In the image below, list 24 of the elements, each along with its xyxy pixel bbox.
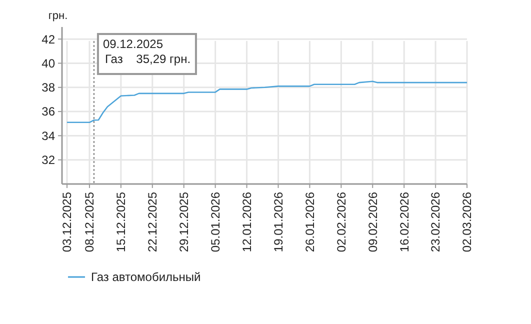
x-tick-label: 26.01.2026: [302, 192, 317, 252]
x-tick-label: 15.12.2025: [114, 192, 128, 252]
x-tick-label: 03.12.2025: [60, 192, 74, 252]
x-tick-label: 05.01.2026: [208, 192, 223, 252]
x-tick-label: 02.03.2026: [460, 192, 474, 252]
x-tick-label: 22.12.2025: [146, 192, 160, 252]
y-tick-label: 36: [42, 104, 56, 119]
x-tick-label: 29.12.2025: [177, 192, 192, 252]
y-tick-label: 42: [42, 32, 56, 46]
x-tick-label: 08.12.2025: [82, 192, 97, 252]
x-tick-label: 02.02.2026: [334, 192, 348, 252]
y-tick-label: 40: [42, 56, 56, 70]
x-tick-label: 23.02.2026: [428, 192, 443, 252]
x-tick-label: 19.01.2026: [271, 192, 286, 252]
y-axis-title: грн.: [48, 10, 68, 22]
annotation: 09.12.2025 Газ 35,29 грн.: [102, 37, 191, 66]
y-tick-label: 38: [42, 80, 56, 95]
x-tick-label: 09.02.2026: [366, 192, 380, 252]
y-tick-label: 32: [42, 153, 56, 168]
line-series: [66, 80, 468, 124]
legend-label: Газ автомобильный: [91, 270, 201, 284]
x-tick-label: 16.02.2026: [397, 192, 412, 252]
x-tick-label: 12.01.2026: [240, 192, 254, 252]
y-tick-label: 34: [42, 128, 56, 143]
